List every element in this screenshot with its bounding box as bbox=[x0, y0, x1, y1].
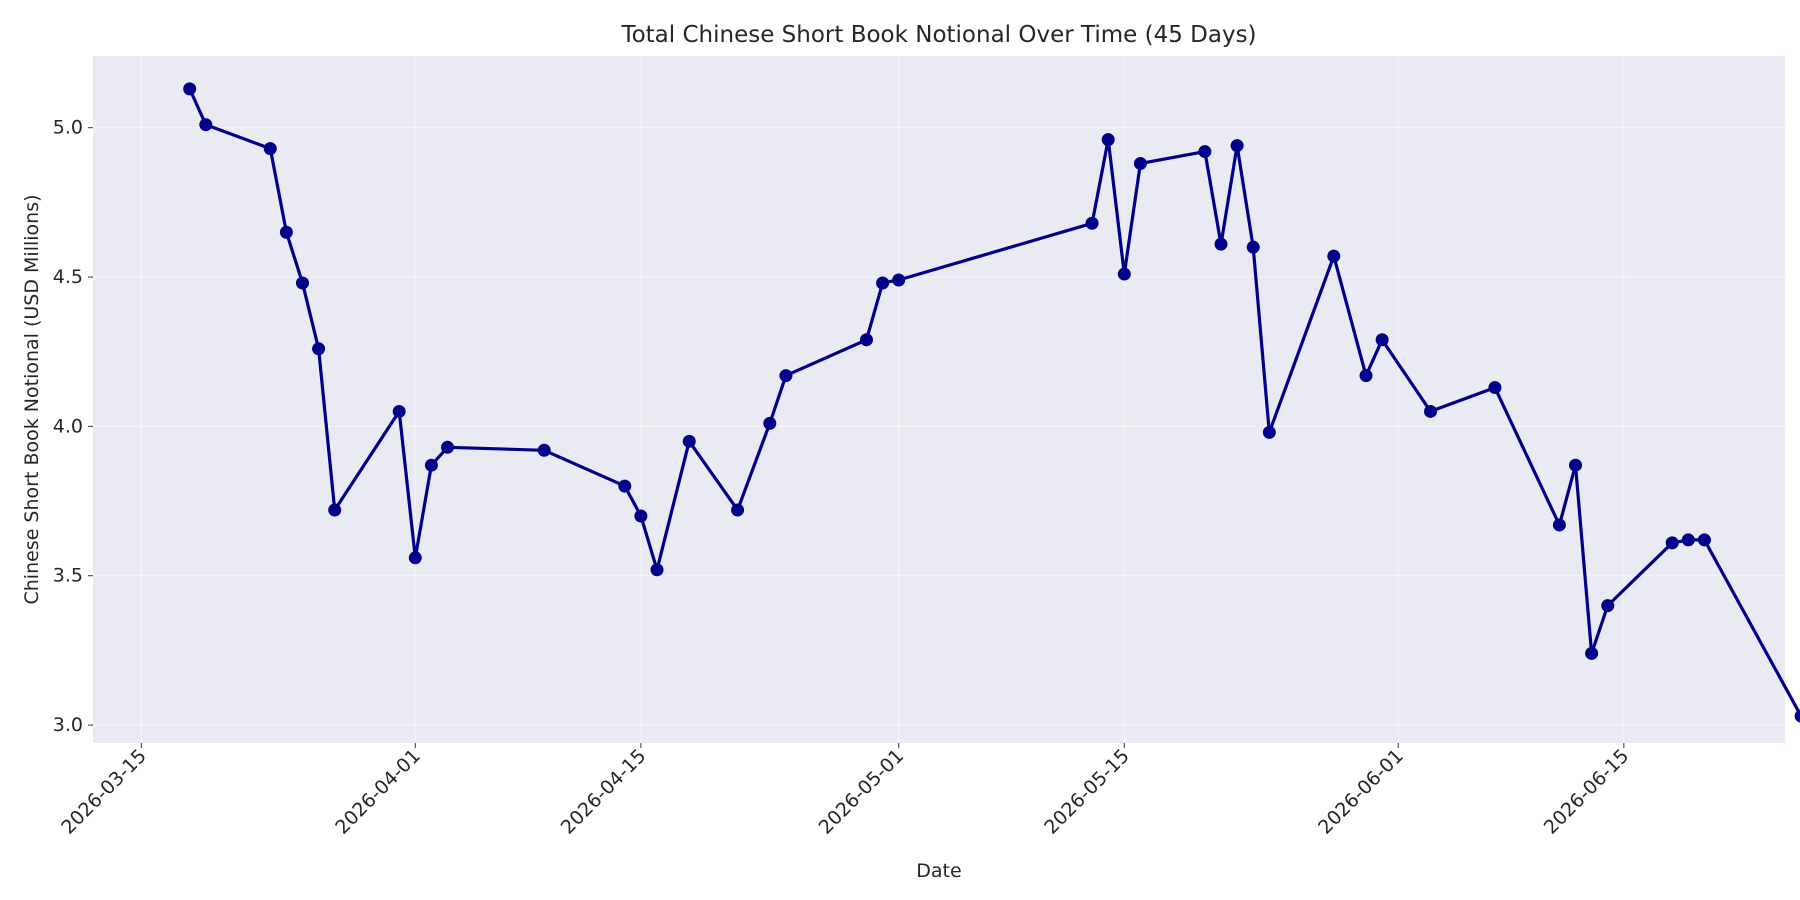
data-point bbox=[763, 416, 777, 430]
grid bbox=[93, 56, 1785, 743]
data-point bbox=[892, 273, 906, 287]
data-point bbox=[263, 142, 277, 156]
data-point bbox=[731, 503, 745, 517]
x-tick-label: 2026-04-01 bbox=[331, 745, 425, 839]
data-point bbox=[1230, 139, 1244, 153]
data-point bbox=[199, 118, 213, 132]
x-tick-label: 2026-04-15 bbox=[557, 745, 651, 839]
data-point bbox=[1117, 267, 1131, 281]
data-point bbox=[1552, 518, 1566, 532]
data-point bbox=[1697, 533, 1711, 547]
data-point bbox=[1665, 536, 1679, 550]
data-point bbox=[1262, 425, 1276, 439]
data-point bbox=[441, 440, 455, 454]
series bbox=[183, 82, 1800, 723]
y-tick-label: 3.5 bbox=[53, 565, 83, 587]
data-point bbox=[537, 443, 551, 457]
data-point bbox=[1569, 458, 1583, 472]
data-point bbox=[1359, 369, 1373, 383]
y-axis-title: Chinese Short Book Notional (USD Million… bbox=[21, 194, 43, 604]
data-point bbox=[1375, 333, 1389, 347]
data-point bbox=[1214, 237, 1228, 251]
data-point bbox=[876, 276, 890, 290]
x-tick-label: 2026-03-15 bbox=[57, 745, 151, 839]
data-point bbox=[1133, 157, 1147, 171]
data-point bbox=[279, 225, 293, 239]
y-tick-label: 3.0 bbox=[53, 714, 83, 736]
y-tick-label: 5.0 bbox=[53, 117, 83, 139]
x-tick-label: 2026-05-01 bbox=[815, 745, 909, 839]
x-tick-label: 2026-05-15 bbox=[1040, 745, 1134, 839]
data-point bbox=[1246, 240, 1260, 254]
x-tick-label: 2026-06-15 bbox=[1540, 745, 1634, 839]
data-point bbox=[859, 333, 873, 347]
data-point bbox=[424, 458, 438, 472]
plot-area bbox=[93, 56, 1785, 743]
x-tick-label: 2026-06-01 bbox=[1314, 745, 1408, 839]
data-point bbox=[1794, 709, 1800, 723]
data-point bbox=[1681, 533, 1695, 547]
data-point bbox=[682, 434, 696, 448]
data-point bbox=[618, 479, 632, 493]
data-point bbox=[650, 563, 664, 577]
y-tick-label: 4.0 bbox=[53, 415, 83, 437]
data-point bbox=[408, 551, 422, 565]
data-point bbox=[183, 82, 197, 96]
data-point bbox=[1198, 145, 1212, 159]
data-point bbox=[1327, 249, 1341, 263]
data-point bbox=[1423, 404, 1437, 418]
data-point bbox=[634, 509, 648, 523]
chart-title: Total Chinese Short Book Notional Over T… bbox=[620, 22, 1256, 48]
data-point bbox=[1085, 216, 1099, 230]
x-axis-title: Date bbox=[916, 860, 961, 882]
data-point bbox=[1585, 646, 1599, 660]
data-point bbox=[392, 404, 406, 418]
data-point bbox=[1601, 599, 1615, 613]
data-point bbox=[328, 503, 342, 517]
data-point bbox=[312, 342, 326, 356]
data-point bbox=[1101, 133, 1115, 147]
data-point bbox=[295, 276, 309, 290]
y-tick-label: 4.5 bbox=[53, 266, 83, 288]
data-point bbox=[779, 369, 793, 383]
data-point bbox=[1488, 381, 1502, 395]
